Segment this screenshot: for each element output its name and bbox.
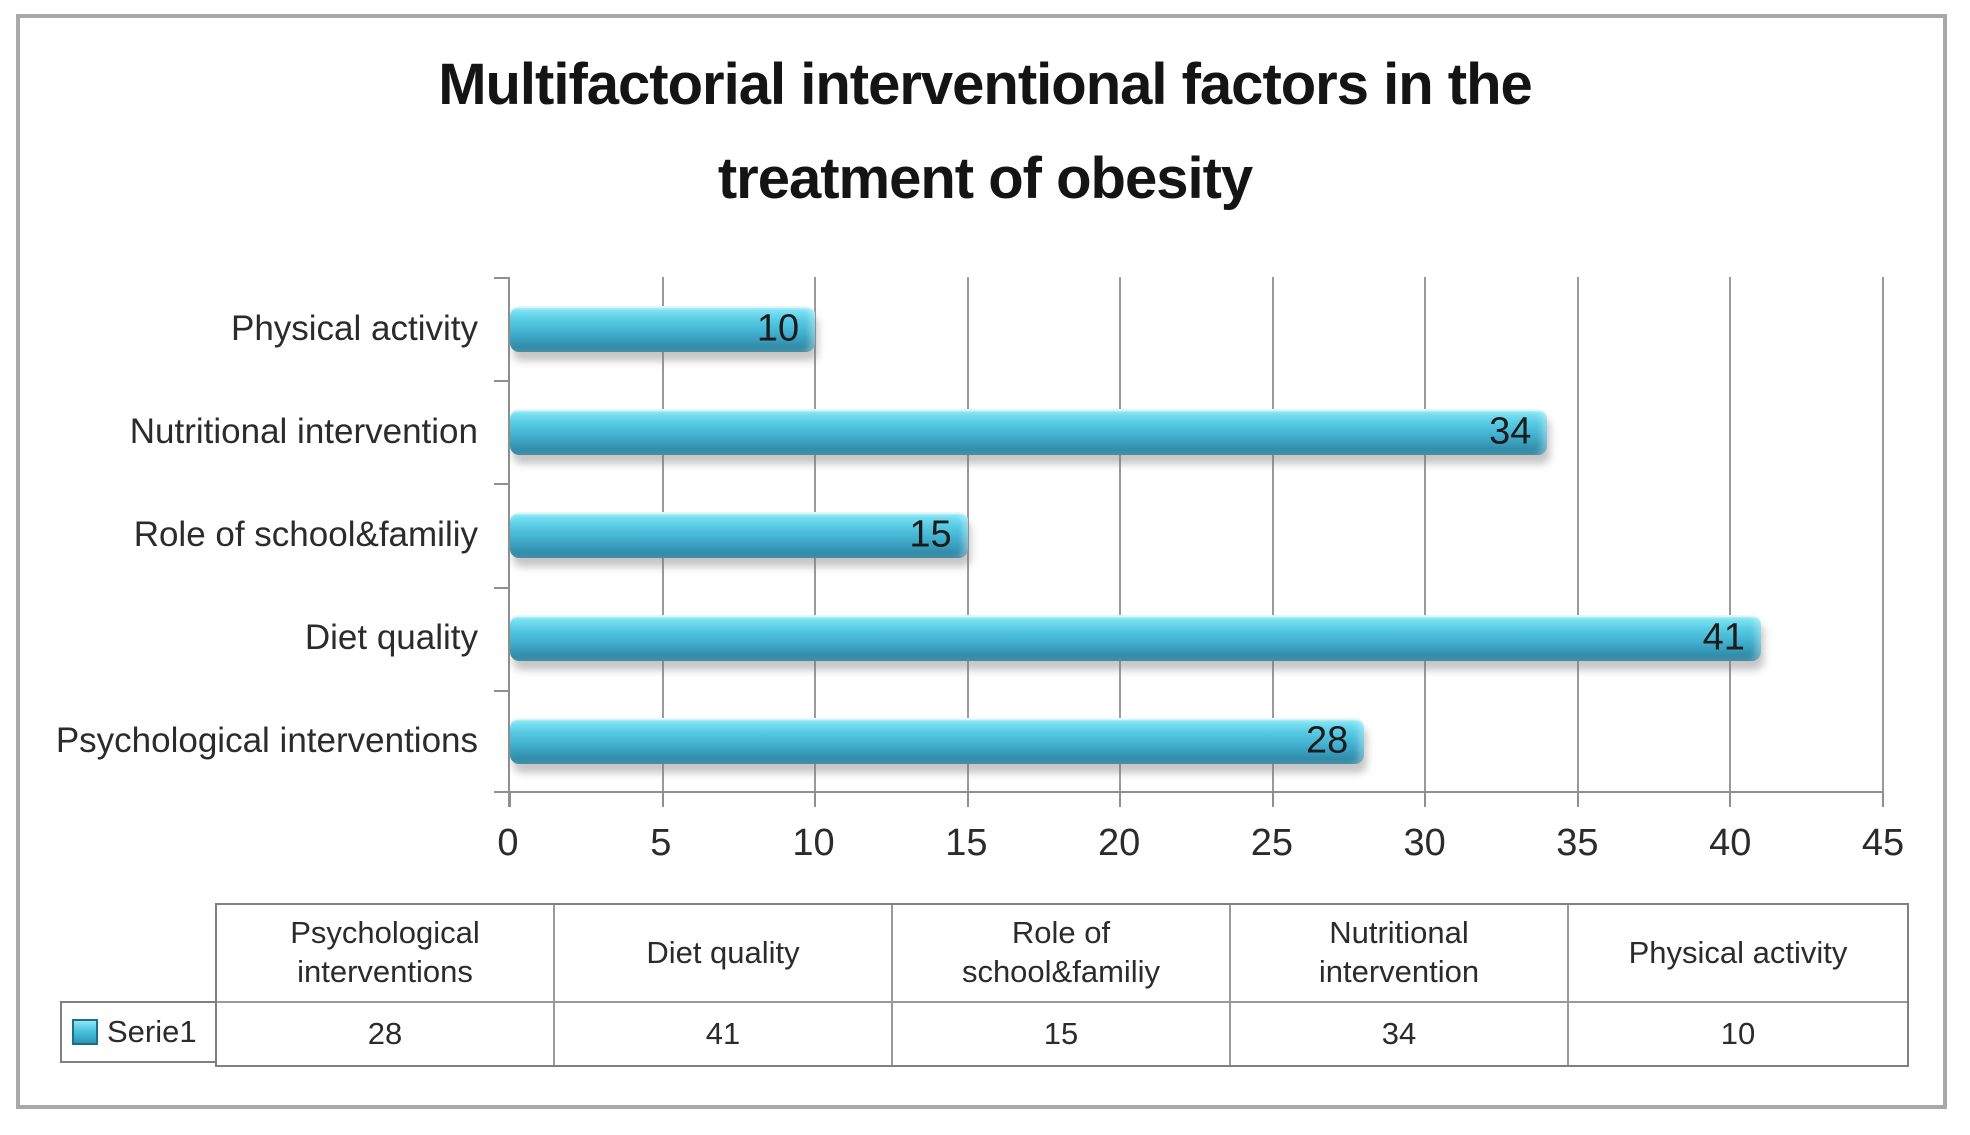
x-axis-tick-45 xyxy=(1882,791,1884,807)
x-axis-left-extension xyxy=(494,791,510,793)
bar-value-label: 10 xyxy=(756,307,800,350)
y-axis-tick xyxy=(494,586,510,589)
x-tick-label: 0 xyxy=(497,822,519,864)
y-axis-tick xyxy=(494,483,510,486)
table-header-cell: Psychological interventions xyxy=(217,905,555,1003)
series-legend-key-icon xyxy=(72,1019,98,1045)
x-axis-tick-30 xyxy=(1424,791,1427,807)
table-header-cell: Diet quality xyxy=(555,905,893,1003)
x-axis-tick-35 xyxy=(1576,791,1579,807)
x-tick-label: 35 xyxy=(1556,822,1599,864)
category-label: Nutritional intervention xyxy=(129,411,478,451)
gridline-40 xyxy=(1729,277,1732,791)
table-header-cell: Nutritional intervention xyxy=(1231,905,1569,1003)
bar-role-of-school-familiy: 15 xyxy=(510,512,968,558)
y-axis-tick xyxy=(494,277,510,279)
category-axis: Physical activity Nutritional interventio… xyxy=(30,277,492,793)
value-axis: 0 5 10 15 20 25 30 35 40 45 xyxy=(497,816,1904,870)
x-tick-label: 5 xyxy=(650,822,672,864)
bar-value-label: 34 xyxy=(1489,410,1532,453)
bar-psychological-interventions: 28 xyxy=(510,718,1365,765)
x-axis-tick-40 xyxy=(1729,791,1732,807)
chart-title-line-1: Multifactorial interventional factors in… xyxy=(438,52,1533,117)
y-axis-tick xyxy=(494,380,510,383)
table-value-cell: 15 xyxy=(893,1003,1231,1065)
bar-physical-activity: 10 xyxy=(510,305,816,352)
gridline-25 xyxy=(1271,277,1274,791)
table-value-cell: 28 xyxy=(217,1003,555,1065)
gridline-45 xyxy=(1882,277,1884,791)
plot-area: 10 34 15 41 28 xyxy=(494,277,1884,807)
x-tick-label: 45 xyxy=(1861,822,1905,864)
x-tick-label: 10 xyxy=(792,822,835,864)
category-label: Physical activity xyxy=(230,308,478,348)
x-tick-label: 15 xyxy=(945,822,988,864)
series-legend-label: Serie1 xyxy=(107,1014,197,1049)
x-axis-tick-25 xyxy=(1271,791,1274,807)
gridline-15 xyxy=(966,277,969,791)
table-value-cell: 34 xyxy=(1231,1003,1569,1065)
x-axis-tick-0 xyxy=(509,791,511,807)
x-axis-tick-10 xyxy=(814,791,817,807)
x-tick-label: 30 xyxy=(1403,822,1446,864)
chart-title: Multifactorial interventional factors in… xyxy=(0,38,1970,226)
data-table-grid: Psychological interventions Diet quality R… xyxy=(215,903,1909,1067)
x-tick-label: 25 xyxy=(1250,822,1294,864)
category-label: Psychological interventions xyxy=(55,721,478,761)
bar-value-label: 15 xyxy=(909,513,952,556)
bar-value-label: 28 xyxy=(1306,719,1349,762)
table-header-cell: Role of school&familiy xyxy=(893,905,1231,1003)
gridline-20 xyxy=(1119,277,1122,791)
category-label: Role of school&familiy xyxy=(133,514,478,554)
table-value-cell: 41 xyxy=(555,1003,893,1065)
x-axis-tick-15 xyxy=(966,791,969,807)
bar-value-label: 41 xyxy=(1702,616,1745,659)
data-table-legend-cell: Serie1 xyxy=(60,1001,215,1063)
category-label: Diet quality xyxy=(304,618,478,658)
x-tick-label: 20 xyxy=(1097,822,1141,864)
gridline-35 xyxy=(1576,277,1579,791)
x-axis-tick-20 xyxy=(1119,791,1122,807)
chart-title-line-2: treatment of obesity xyxy=(717,146,1253,211)
table-header-cell: Physical activity xyxy=(1569,905,1907,1003)
x-axis-tick-5 xyxy=(661,791,664,807)
bar-nutritional-intervention: 34 xyxy=(510,408,1548,455)
bar-diet-quality: 41 xyxy=(510,615,1761,662)
table-value-cell: 10 xyxy=(1720,1015,1756,1051)
gridline-30 xyxy=(1424,277,1427,791)
x-tick-label: 40 xyxy=(1709,822,1752,864)
y-axis-tick xyxy=(494,689,510,692)
